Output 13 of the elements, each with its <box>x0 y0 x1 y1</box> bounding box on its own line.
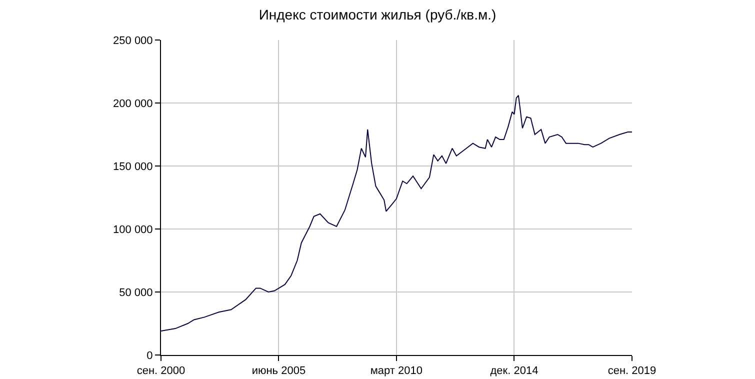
x-tick-label: сен. 2000 <box>136 365 186 378</box>
line-series <box>161 94 632 332</box>
y-tick-label: 200 000 <box>113 98 153 110</box>
chart-title: Индекс стоимости жилья (руб./кв.м.) <box>258 6 496 22</box>
x-tick-label: сен. 2019 <box>608 365 656 378</box>
y-tick-label: 0 <box>146 350 153 362</box>
x-tick-label: июнь 2005 <box>252 365 306 378</box>
y-tick-label: 100 000 <box>113 224 153 236</box>
y-tick-label: 150 000 <box>113 160 153 173</box>
x-tick-label: дек. 2014 <box>490 365 538 378</box>
y-tick-label: 250 000 <box>113 34 153 47</box>
y-tick-label: 50 000 <box>119 286 153 299</box>
x-tick-label: март 2010 <box>370 365 422 378</box>
